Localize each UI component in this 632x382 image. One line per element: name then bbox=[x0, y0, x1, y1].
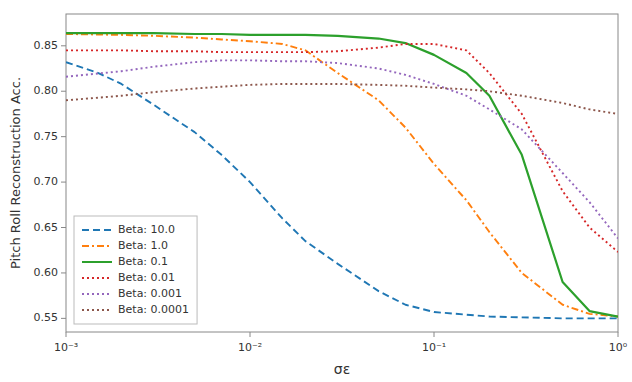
legend-swatch bbox=[82, 245, 112, 247]
x-tick bbox=[434, 332, 435, 337]
y-tick bbox=[61, 136, 66, 137]
legend-item: Beta: 0.1 bbox=[82, 255, 168, 268]
legend-swatch bbox=[82, 277, 112, 279]
y-tick bbox=[61, 318, 66, 319]
y-tick-label: 0.70 bbox=[34, 175, 59, 188]
chart: 0.55 0.60 0.65 0.70 0.75 0.80 0.85 10⁻³ 10⁻² 10⁻¹… bbox=[0, 0, 632, 382]
legend-swatch bbox=[82, 293, 112, 295]
x-axis-label: σε bbox=[334, 361, 350, 377]
legend-swatch bbox=[82, 261, 112, 263]
legend-swatch bbox=[82, 229, 112, 231]
y-tick bbox=[61, 182, 66, 183]
y-tick bbox=[61, 272, 66, 273]
legend-item: Beta: 1.0 bbox=[82, 239, 168, 252]
series-line bbox=[66, 33, 618, 316]
y-tick-label: 0.55 bbox=[34, 311, 59, 324]
legend-item: Beta: 0.001 bbox=[82, 287, 182, 300]
series-line bbox=[66, 62, 618, 318]
legend-label: Beta: 1.0 bbox=[118, 239, 168, 252]
series-line bbox=[66, 84, 618, 114]
series-line bbox=[66, 60, 618, 238]
series-line bbox=[66, 34, 618, 317]
legend-swatch bbox=[82, 309, 112, 311]
legend-label: Beta: 0.001 bbox=[118, 287, 182, 300]
plot-area bbox=[66, 33, 618, 318]
y-tick bbox=[61, 227, 66, 228]
legend-item: Beta: 0.0001 bbox=[82, 303, 189, 316]
legend-label: Beta: 0.0001 bbox=[118, 303, 189, 316]
y-tick bbox=[61, 45, 66, 46]
page: Chart html, body { margin: 0; padding: 0… bbox=[0, 0, 632, 382]
x-tick-label: 10⁰ bbox=[609, 341, 628, 354]
x-tick-label: 10⁻¹ bbox=[422, 341, 446, 354]
page-body: {"chart_data": { "type": "line", "xlabel… bbox=[0, 0, 632, 382]
x-tick bbox=[618, 332, 619, 337]
y-axis-label: Pitch Roll Reconstruction Acc. bbox=[8, 77, 23, 269]
legend-item: Beta: 10.0 bbox=[82, 223, 175, 236]
y-tick-label: 0.80 bbox=[34, 84, 59, 97]
y-tick-label: 0.65 bbox=[34, 221, 59, 234]
x-tick bbox=[250, 332, 251, 337]
x-tick-label: 10⁻³ bbox=[54, 341, 78, 354]
y-tick-label: 0.85 bbox=[34, 39, 59, 52]
x-tick-label: 10⁻² bbox=[238, 341, 262, 354]
legend-label: Beta: 0.1 bbox=[118, 255, 168, 268]
plot-frame bbox=[66, 14, 618, 332]
legend-item: Beta: 0.01 bbox=[82, 271, 175, 284]
legend-box bbox=[74, 216, 197, 324]
y-tick-label: 0.60 bbox=[34, 266, 59, 279]
legend-label: Beta: 10.0 bbox=[118, 223, 175, 236]
x-tick bbox=[66, 332, 67, 337]
y-tick-label: 0.75 bbox=[34, 130, 59, 143]
axes: 0.55 0.60 0.65 0.70 0.75 0.80 0.85 10⁻³ 10⁻² 10⁻¹… bbox=[34, 39, 628, 354]
y-tick bbox=[61, 91, 66, 92]
legend-label: Beta: 0.01 bbox=[118, 271, 175, 284]
legend: Beta: 10.0 Beta: 1.0 Beta: 0.1 Beta: 0.01 Be… bbox=[74, 216, 197, 324]
